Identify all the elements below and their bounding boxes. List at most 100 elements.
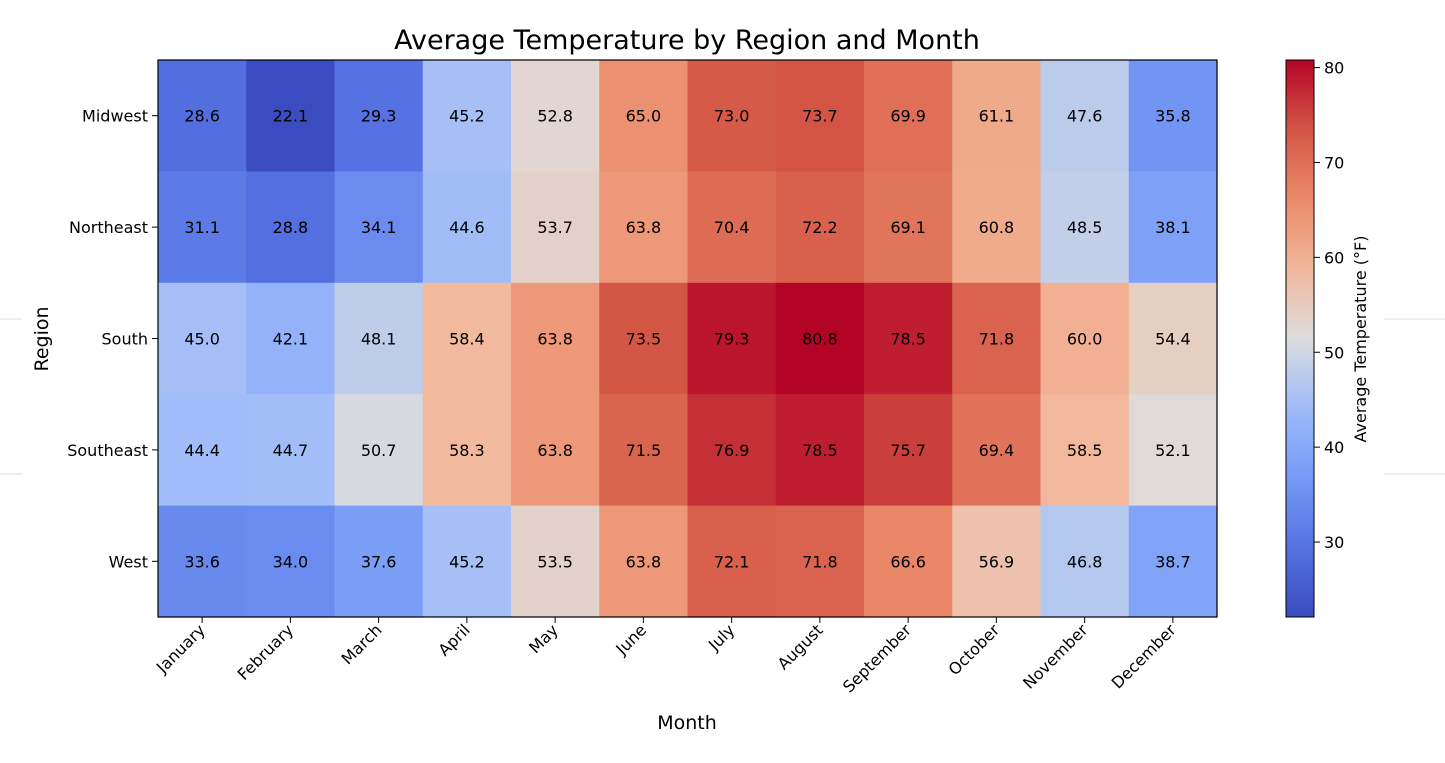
y-tick-label: Southeast	[67, 441, 148, 460]
heatmap-cell	[864, 394, 953, 507]
cell-value-label: 63.8	[537, 441, 573, 460]
cell-value-label: 58.3	[449, 441, 485, 460]
cell-value-label: 42.1	[273, 330, 309, 349]
heatmap-cell	[687, 282, 777, 395]
cell-value-label: 79.3	[714, 330, 750, 349]
cell-value-label: 72.1	[714, 552, 750, 571]
heatmap-cell	[422, 171, 512, 284]
heatmap-cell	[511, 171, 600, 284]
cell-value-label: 45.2	[449, 107, 485, 126]
heatmap-cell	[775, 394, 865, 507]
cell-value-label: 73.7	[802, 107, 838, 126]
cell-value-label: 29.3	[361, 107, 397, 126]
x-tick-label: June	[611, 620, 650, 659]
cell-value-label: 73.5	[626, 330, 662, 349]
cell-value-label: 69.4	[979, 441, 1015, 460]
cell-value-label: 44.4	[184, 441, 220, 460]
heatmap-cell	[1040, 60, 1130, 172]
heatmap-cell	[246, 505, 336, 618]
cell-value-label: 63.8	[626, 552, 662, 571]
heatmap-cell	[864, 505, 953, 618]
x-tick-label: January	[152, 620, 209, 677]
heatmap-cell	[1128, 505, 1218, 618]
cell-value-label: 31.1	[184, 218, 220, 237]
heatmap-cell	[864, 60, 953, 172]
cell-value-label: 35.8	[1155, 107, 1191, 126]
cell-value-label: 54.4	[1155, 330, 1191, 349]
heatmap-cell	[952, 171, 1042, 284]
heatmap-cell	[864, 282, 953, 395]
x-tick-label: July	[704, 620, 738, 654]
cell-value-label: 56.9	[979, 552, 1015, 571]
cell-value-label: 60.0	[1067, 330, 1103, 349]
heatmap-cell	[599, 394, 689, 507]
cell-value-label: 48.5	[1067, 218, 1103, 237]
heatmap-cell	[599, 171, 689, 284]
heatmap-cell	[1128, 394, 1218, 507]
heatmap-cell	[511, 505, 600, 618]
y-tick-label: Northeast	[69, 218, 148, 237]
cell-value-label: 53.5	[537, 552, 573, 571]
colorbar-tick-label: 60	[1324, 248, 1344, 267]
cell-value-label: 34.0	[273, 552, 309, 571]
x-tick-label: February	[234, 620, 298, 684]
cell-value-label: 37.6	[361, 552, 397, 571]
x-tick-label: August	[774, 620, 827, 673]
heatmap-cell	[775, 282, 865, 395]
cell-value-label: 22.1	[273, 107, 309, 126]
x-tick-label: December	[1108, 620, 1180, 692]
cell-value-label: 72.2	[802, 218, 838, 237]
x-tick-label: November	[1019, 620, 1092, 693]
heatmap-cell-labels: 28.6 22.1 29.3 45.2 52.8 65.0 73.0 73.7 69.9 61.1…	[184, 107, 1190, 572]
cell-value-label: 38.1	[1155, 218, 1191, 237]
colorbar-ticks: 30 40 50 60 70 80	[1314, 59, 1344, 552]
heatmap-cell	[422, 505, 512, 618]
heatmap-cell	[1040, 171, 1130, 284]
cell-value-label: 58.4	[449, 330, 485, 349]
x-tick-label: September	[839, 620, 915, 696]
cell-value-label: 76.9	[714, 441, 750, 460]
y-tick-label: West	[109, 552, 148, 571]
heatmap-cell	[158, 394, 247, 507]
heatmap-cell	[158, 171, 247, 284]
heatmap-cell	[599, 282, 689, 395]
y-axis-label: Region	[31, 306, 53, 371]
heatmap-cell	[1040, 282, 1130, 395]
cell-value-label: 66.6	[890, 552, 926, 571]
cell-value-label: 33.6	[184, 552, 220, 571]
y-axis-ticks: Midwest Northeast South Southeast West	[67, 107, 158, 571]
cell-value-label: 38.7	[1155, 552, 1191, 571]
cell-value-label: 69.9	[890, 107, 926, 126]
cell-value-label: 71.8	[979, 330, 1015, 349]
heatmap-cell	[511, 394, 600, 507]
cell-value-label: 52.8	[537, 107, 573, 126]
heatmap-cell	[246, 60, 336, 172]
heatmap-cell	[687, 171, 777, 284]
x-tick-label: April	[434, 620, 473, 659]
heatmap-cell	[1040, 505, 1130, 618]
colorbar-tick-label: 70	[1324, 153, 1344, 172]
x-tick-label: March	[338, 620, 386, 668]
heatmap-cell	[334, 171, 424, 284]
cell-value-label: 58.5	[1067, 441, 1103, 460]
heatmap-cell	[952, 282, 1042, 395]
heatmap-cell	[511, 60, 600, 172]
heatmap-cell	[422, 60, 512, 172]
heatmap-cell	[687, 505, 777, 618]
cell-value-label: 52.1	[1155, 441, 1191, 460]
x-axis-ticks: January February March April May June July Augu…	[152, 617, 1180, 696]
heatmap-cell	[511, 282, 600, 395]
heatmap-cell	[864, 171, 953, 284]
cell-value-label: 34.1	[361, 218, 397, 237]
heatmap-cell	[334, 282, 424, 395]
heatmap-cell	[334, 394, 424, 507]
cell-value-label: 71.8	[802, 552, 838, 571]
cell-value-label: 73.0	[714, 107, 750, 126]
cell-value-label: 70.4	[714, 218, 750, 237]
cell-value-label: 44.7	[273, 441, 309, 460]
heatmap-cell	[246, 282, 336, 395]
cell-value-label: 80.8	[802, 330, 838, 349]
heatmap-cell	[952, 60, 1042, 172]
cell-value-label: 61.1	[979, 107, 1015, 126]
